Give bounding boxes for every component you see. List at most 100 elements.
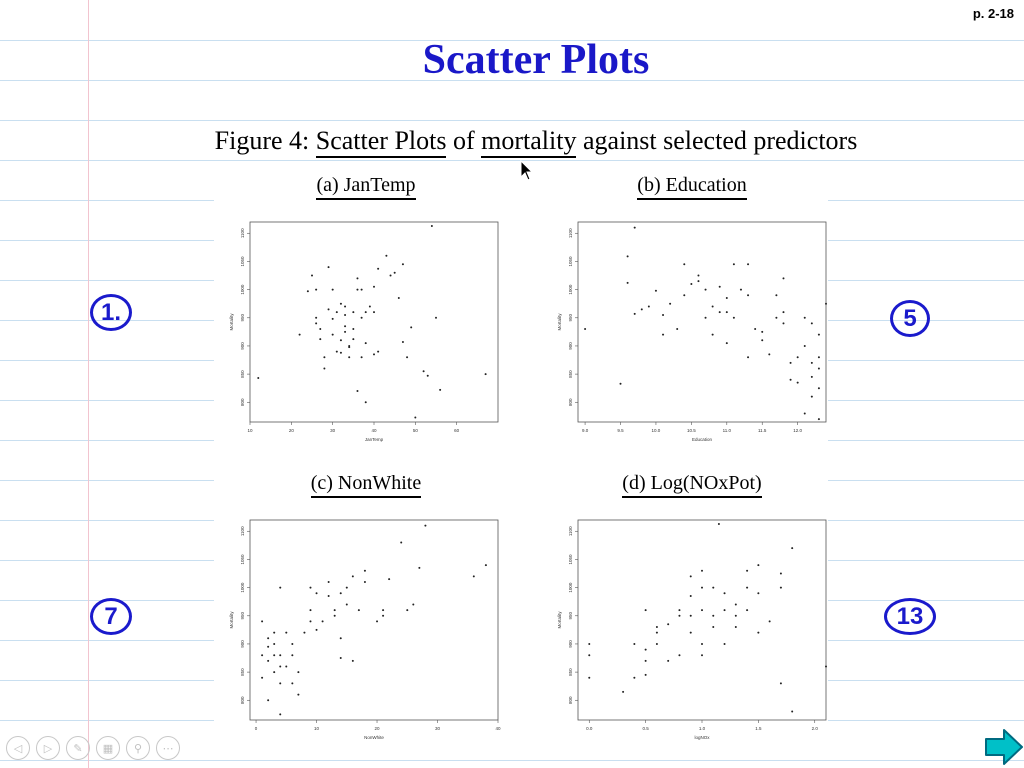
x-tick-label: 11.5 bbox=[758, 428, 767, 433]
x-tick-label: 9.0 bbox=[582, 428, 589, 433]
data-point bbox=[717, 522, 720, 525]
data-point bbox=[273, 654, 276, 657]
pages-icon[interactable]: ▦ bbox=[96, 736, 120, 760]
plot-frame bbox=[577, 221, 827, 423]
data-point bbox=[352, 338, 355, 341]
y-tick-label: 1050 bbox=[240, 554, 245, 565]
data-point bbox=[267, 645, 270, 648]
y-tick-label: 1050 bbox=[568, 554, 573, 565]
data-point bbox=[363, 580, 366, 583]
data-point bbox=[311, 274, 313, 277]
data-point bbox=[588, 642, 591, 645]
data-point bbox=[285, 631, 288, 634]
data-point bbox=[757, 564, 760, 567]
data-point bbox=[647, 305, 650, 308]
data-point bbox=[746, 586, 749, 589]
data-point bbox=[791, 710, 794, 713]
data-point bbox=[335, 311, 338, 314]
data-point bbox=[401, 263, 404, 266]
data-point bbox=[297, 693, 300, 696]
data-point bbox=[352, 311, 355, 314]
data-point bbox=[368, 305, 371, 308]
data-point bbox=[319, 328, 322, 331]
data-point bbox=[267, 637, 270, 640]
data-point bbox=[817, 418, 820, 421]
data-point bbox=[389, 274, 392, 277]
data-point bbox=[704, 288, 707, 291]
data-point bbox=[810, 322, 813, 325]
x-tick-label: 0.0 bbox=[586, 726, 593, 731]
y-tick-label: 1050 bbox=[568, 256, 573, 267]
data-point bbox=[331, 288, 334, 291]
data-point bbox=[689, 575, 692, 578]
annotation-5: 5 bbox=[890, 300, 930, 337]
zoom-icon[interactable]: ⚲ bbox=[126, 736, 150, 760]
data-point bbox=[768, 620, 771, 623]
y-axis-label: Mortality bbox=[557, 313, 562, 331]
data-point bbox=[344, 313, 347, 316]
data-point bbox=[373, 311, 375, 314]
data-point bbox=[761, 339, 764, 342]
data-point bbox=[810, 395, 813, 398]
forward-icon[interactable]: ▷ bbox=[36, 736, 60, 760]
data-point bbox=[757, 631, 760, 634]
data-point bbox=[803, 316, 806, 319]
figure-caption: Figure 4: Scatter Plots of mortality aga… bbox=[0, 126, 1024, 158]
data-point bbox=[400, 541, 403, 544]
data-point bbox=[373, 285, 375, 288]
data-point bbox=[667, 623, 670, 626]
panel-title-jantemp: (a) JanTemp bbox=[266, 174, 466, 200]
data-point bbox=[377, 267, 380, 270]
x-axis-label: Education bbox=[692, 437, 713, 442]
data-point bbox=[662, 333, 665, 336]
scatter-plot-education: 9.0 9.5 10.0 10.5 11.0 11.5 12.0 800 850 900 950 10… bbox=[557, 221, 827, 442]
data-point bbox=[626, 281, 629, 284]
data-point bbox=[678, 654, 681, 657]
pen-icon[interactable]: ✎ bbox=[66, 736, 90, 760]
data-point bbox=[644, 609, 647, 612]
data-point bbox=[725, 342, 728, 345]
caption-suffix: against selected predictors bbox=[576, 126, 858, 155]
data-point bbox=[345, 603, 348, 606]
data-point bbox=[382, 609, 385, 612]
data-point bbox=[779, 682, 782, 685]
y-tick-label: 850 bbox=[568, 668, 573, 676]
data-point bbox=[348, 344, 351, 347]
data-point bbox=[711, 305, 714, 308]
data-point bbox=[323, 367, 326, 370]
data-point bbox=[701, 609, 703, 612]
annotation-13: 13 bbox=[884, 598, 936, 635]
page-number: p. 2-18 bbox=[972, 6, 1014, 21]
y-tick-label: 950 bbox=[240, 612, 245, 620]
data-point bbox=[315, 316, 318, 319]
back-icon[interactable]: ◁ bbox=[6, 736, 30, 760]
next-slide-arrow-icon[interactable] bbox=[984, 728, 1024, 766]
data-point bbox=[335, 350, 338, 353]
data-point bbox=[654, 289, 657, 292]
data-point bbox=[817, 387, 820, 390]
data-point bbox=[339, 351, 342, 354]
data-point bbox=[678, 609, 681, 612]
data-point bbox=[734, 614, 737, 617]
x-tick-label: 0 bbox=[255, 726, 258, 731]
x-tick-label: 60 bbox=[454, 428, 460, 433]
data-point bbox=[633, 312, 636, 315]
data-point bbox=[825, 302, 827, 305]
y-tick-label: 900 bbox=[568, 640, 573, 648]
data-point bbox=[291, 682, 294, 685]
y-tick-label: 850 bbox=[240, 668, 245, 676]
data-point bbox=[732, 316, 735, 319]
data-point bbox=[357, 609, 360, 612]
data-point bbox=[757, 592, 760, 595]
data-point bbox=[327, 266, 330, 269]
x-tick-label: 10.0 bbox=[652, 428, 661, 433]
data-point bbox=[339, 592, 342, 595]
y-tick-label: 1050 bbox=[240, 256, 245, 267]
y-tick-label: 1100 bbox=[568, 526, 573, 536]
data-point bbox=[435, 316, 437, 319]
data-point bbox=[363, 569, 366, 572]
data-point bbox=[704, 316, 707, 319]
data-point bbox=[321, 620, 324, 623]
data-point bbox=[356, 277, 359, 280]
more-icon[interactable]: ⋯ bbox=[156, 736, 180, 760]
